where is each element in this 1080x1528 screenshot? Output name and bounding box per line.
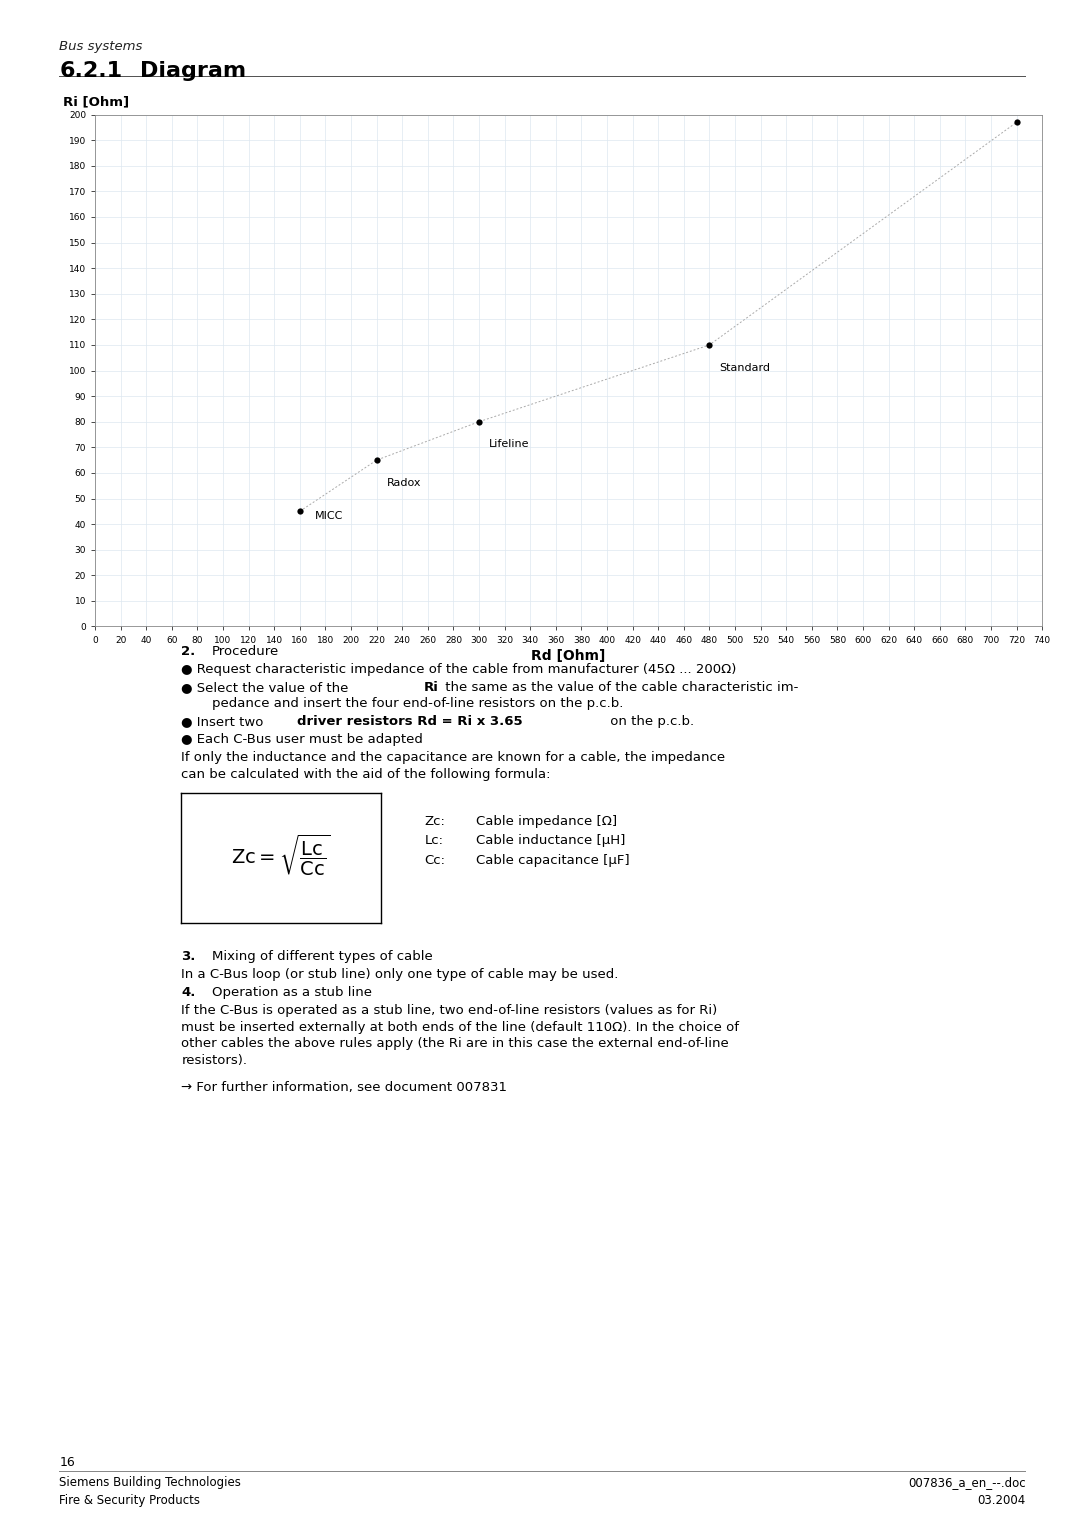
Text: Radox: Radox — [387, 478, 421, 487]
Text: 007836_a_en_--.doc: 007836_a_en_--.doc — [908, 1476, 1026, 1490]
Text: 4.: 4. — [181, 986, 195, 999]
Text: on the p.c.b.: on the p.c.b. — [606, 715, 694, 729]
Text: ● Each C-Bus user must be adapted: ● Each C-Bus user must be adapted — [181, 733, 423, 747]
Text: ● Insert two: ● Insert two — [181, 715, 268, 729]
Text: Ri: Ri — [423, 681, 438, 694]
Text: If only the inductance and the capacitance are known for a cable, the impedance: If only the inductance and the capacitan… — [181, 752, 726, 764]
Text: Zc:: Zc: — [424, 814, 445, 828]
Text: Diagram: Diagram — [140, 61, 246, 81]
Text: ● Select the value of the: ● Select the value of the — [181, 681, 353, 694]
Text: 2.: 2. — [181, 645, 195, 659]
Text: Bus systems: Bus systems — [59, 40, 143, 53]
Text: → For further information, see document 007831: → For further information, see document … — [181, 1080, 508, 1094]
Text: 6.2.1: 6.2.1 — [59, 61, 122, 81]
Text: can be calculated with the aid of the following formula:: can be calculated with the aid of the fo… — [181, 769, 551, 781]
Text: resistors).: resistors). — [181, 1054, 247, 1067]
Text: Siemens Building Technologies: Siemens Building Technologies — [59, 1476, 241, 1490]
Text: the same as the value of the cable characteristic im-: the same as the value of the cable chara… — [441, 681, 798, 694]
Text: driver resistors Rd = Ri x 3.65: driver resistors Rd = Ri x 3.65 — [297, 715, 523, 729]
Text: 03.2004: 03.2004 — [977, 1494, 1026, 1508]
Text: Cable capacitance [μF]: Cable capacitance [μF] — [476, 854, 630, 866]
Text: Cc:: Cc: — [424, 854, 445, 866]
Text: MICC: MICC — [315, 510, 343, 521]
Text: Cable impedance [Ω]: Cable impedance [Ω] — [476, 814, 618, 828]
Text: Fire & Security Products: Fire & Security Products — [59, 1494, 201, 1508]
Text: must be inserted externally at both ends of the line (default 110Ω). In the choi: must be inserted externally at both ends… — [181, 1021, 740, 1034]
Text: Lifeline: Lifeline — [489, 440, 530, 449]
Text: Lc:: Lc: — [424, 834, 444, 847]
Text: Ri [Ohm]: Ri [Ohm] — [63, 95, 129, 108]
Text: Standard: Standard — [719, 362, 771, 373]
X-axis label: Rd [Ohm]: Rd [Ohm] — [531, 649, 606, 663]
Text: pedance and insert the four end-of-line resistors on the p.c.b.: pedance and insert the four end-of-line … — [212, 697, 623, 711]
Text: 16: 16 — [59, 1456, 76, 1470]
Text: Cable inductance [μH]: Cable inductance [μH] — [476, 834, 625, 847]
Text: Mixing of different types of cable: Mixing of different types of cable — [212, 950, 432, 963]
Text: Procedure: Procedure — [212, 645, 279, 659]
Text: Operation as a stub line: Operation as a stub line — [212, 986, 372, 999]
Text: 3.: 3. — [181, 950, 195, 963]
Text: ● Request characteristic impedance of the cable from manufacturer (45Ω ... 200Ω): ● Request characteristic impedance of th… — [181, 663, 737, 675]
Text: If the C-Bus is operated as a stub line, two end-of-line resistors (values as fo: If the C-Bus is operated as a stub line,… — [181, 1004, 718, 1018]
Text: $\mathrm{Zc} = \sqrt{\dfrac{\mathrm{Lc}}{\mathrm{Cc}}}$: $\mathrm{Zc} = \sqrt{\dfrac{\mathrm{Lc}}… — [231, 833, 332, 879]
Text: In a C-Bus loop (or stub line) only one type of cable may be used.: In a C-Bus loop (or stub line) only one … — [181, 969, 619, 981]
Text: other cables the above rules apply (the Ri are in this case the external end-of-: other cables the above rules apply (the … — [181, 1038, 729, 1050]
